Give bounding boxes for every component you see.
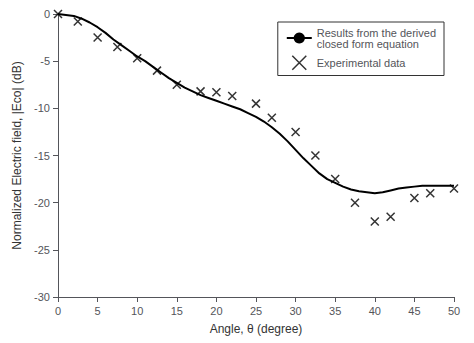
svg-text:closed form equation: closed form equation — [317, 38, 419, 50]
svg-text:-30: -30 — [34, 291, 50, 303]
svg-text:Experimental data: Experimental data — [317, 57, 407, 69]
svg-text:0: 0 — [44, 8, 50, 20]
svg-text:-20: -20 — [34, 197, 50, 209]
svg-text:Angle, θ (degree): Angle, θ (degree) — [210, 322, 303, 336]
svg-text:0: 0 — [55, 305, 61, 317]
svg-text:35: 35 — [329, 305, 341, 317]
svg-text:15: 15 — [171, 305, 183, 317]
svg-text:-15: -15 — [34, 150, 50, 162]
svg-text:25: 25 — [250, 305, 262, 317]
svg-text:5: 5 — [95, 305, 101, 317]
svg-text:30: 30 — [289, 305, 301, 317]
svg-text:-25: -25 — [34, 244, 50, 256]
svg-text:Results from the derived: Results from the derived — [316, 26, 436, 39]
svg-text:40: 40 — [369, 305, 381, 317]
svg-text:-5: -5 — [40, 55, 50, 67]
svg-text:-10: -10 — [34, 102, 50, 114]
svg-text:20: 20 — [210, 305, 222, 317]
svg-text:10: 10 — [131, 305, 143, 317]
svg-text:50: 50 — [448, 305, 460, 317]
svg-text:Normalized Electric field, |Ec: Normalized Electric field, |Eco| (dB) — [10, 61, 24, 249]
svg-text:45: 45 — [408, 305, 420, 317]
